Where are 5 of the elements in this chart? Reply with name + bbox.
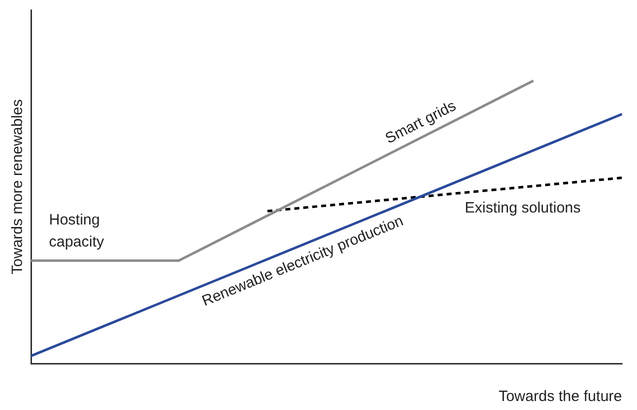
series-label: Existing solutions bbox=[464, 200, 581, 217]
text: Smart grids bbox=[382, 97, 459, 148]
x-axis-title: Towards the future bbox=[498, 388, 622, 406]
y-axis-title: Towards more renewables bbox=[9, 99, 26, 274]
annotation: Hosting capacity bbox=[49, 212, 105, 251]
